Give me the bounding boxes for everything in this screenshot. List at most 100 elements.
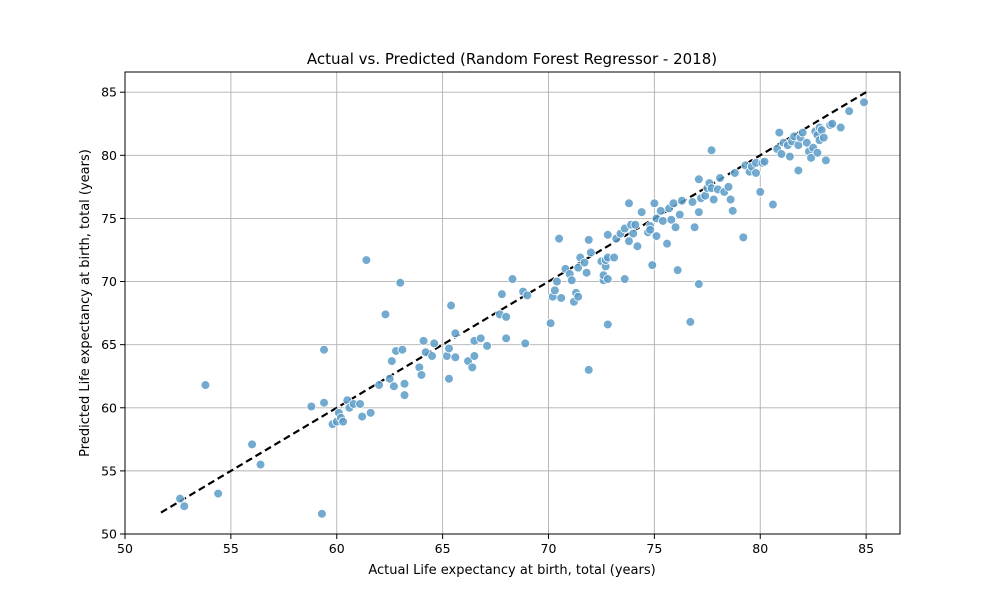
y-tick-label: 55	[101, 463, 117, 478]
data-point	[579, 257, 590, 268]
data-point	[844, 106, 854, 116]
y-tick-label: 50	[101, 527, 117, 542]
data-point	[556, 293, 567, 303]
data-point	[475, 333, 486, 344]
data-point	[812, 147, 823, 158]
ticks-layer: 50 55 60 65 70 75 80 85 50 55 60 65 70 75 80 85	[101, 85, 874, 556]
data-point	[685, 317, 696, 327]
data-point	[624, 236, 634, 246]
y-tick-label: 65	[101, 337, 117, 352]
data-point	[450, 352, 461, 363]
y-tick-label: 80	[101, 148, 117, 163]
data-point	[674, 209, 685, 220]
data-point	[609, 252, 619, 263]
data-point	[670, 222, 681, 233]
data-point	[759, 156, 770, 167]
data-point	[636, 207, 647, 217]
data-point	[397, 344, 408, 355]
x-axis-label: Actual Life expectancy at birth, total (…	[368, 563, 655, 578]
data-point	[427, 351, 437, 361]
data-point	[482, 341, 492, 351]
data-point	[706, 145, 717, 156]
data-point	[708, 194, 719, 205]
data-point	[802, 137, 812, 148]
x-tick-label: 55	[223, 541, 239, 556]
chart-title: Actual vs. Predicted (Random Forest Regr…	[307, 50, 717, 68]
data-point	[835, 122, 846, 133]
data-point	[715, 173, 725, 183]
data-point	[649, 198, 660, 209]
data-point	[821, 155, 831, 166]
data-point	[677, 195, 687, 206]
data-point	[399, 378, 410, 389]
data-point	[602, 230, 613, 240]
data-point	[573, 262, 583, 273]
data-point	[619, 274, 630, 284]
data-point	[768, 199, 778, 210]
data-point	[632, 241, 643, 251]
data-point	[573, 291, 583, 302]
x-tick-label: 60	[329, 541, 345, 556]
data-point	[602, 319, 613, 330]
data-point	[723, 182, 734, 192]
data-point	[365, 408, 376, 418]
data-point	[566, 275, 577, 286]
data-point	[672, 265, 683, 275]
data-point	[550, 285, 560, 296]
data-point	[395, 278, 406, 288]
data-point	[200, 380, 211, 390]
data-point	[450, 328, 461, 339]
data-point	[552, 276, 562, 287]
x-tick-label: 70	[541, 541, 557, 556]
data-point	[361, 255, 372, 265]
data-point	[501, 333, 511, 344]
x-tick-label: 85	[858, 541, 874, 556]
data-point	[630, 219, 641, 230]
data-point	[776, 149, 787, 159]
data-point	[694, 174, 704, 185]
data-point	[774, 127, 785, 138]
data-point	[355, 399, 365, 409]
data-point	[501, 312, 511, 322]
data-point	[520, 338, 531, 349]
data-point	[730, 168, 740, 178]
data-point	[668, 198, 679, 209]
data-point	[655, 206, 666, 216]
data-point	[319, 344, 329, 355]
data-point	[651, 231, 662, 241]
data-point	[859, 97, 869, 108]
plot-frame	[124, 71, 901, 535]
data-point	[444, 373, 454, 384]
x-tick-label: 65	[435, 541, 451, 556]
data-point	[319, 397, 329, 408]
data-point	[317, 509, 327, 519]
data-point	[581, 267, 592, 278]
data-point	[694, 207, 704, 217]
data-point	[469, 351, 480, 361]
data-point	[806, 153, 816, 163]
data-point	[522, 290, 533, 301]
data-point	[213, 488, 223, 499]
data-point	[687, 197, 698, 207]
data-point	[399, 390, 410, 400]
data-point	[624, 198, 634, 209]
data-point	[797, 127, 808, 138]
data-point	[429, 338, 439, 349]
data-point	[738, 232, 749, 243]
data-point	[785, 151, 795, 162]
data-point	[666, 214, 677, 225]
data-point	[387, 356, 397, 366]
data-point	[628, 228, 638, 239]
y-axis-label: Predicted Life expectancy at birth, tota…	[78, 149, 93, 457]
data-point	[647, 260, 658, 270]
data-point	[179, 501, 190, 512]
data-point	[725, 194, 736, 205]
x-tick-label: 50	[117, 541, 133, 556]
data-point	[793, 165, 804, 176]
data-point	[247, 439, 257, 450]
data-point	[554, 233, 564, 244]
x-tick-label: 75	[646, 541, 662, 556]
data-point	[416, 370, 427, 380]
data-point	[255, 459, 266, 470]
data-point	[357, 411, 367, 422]
